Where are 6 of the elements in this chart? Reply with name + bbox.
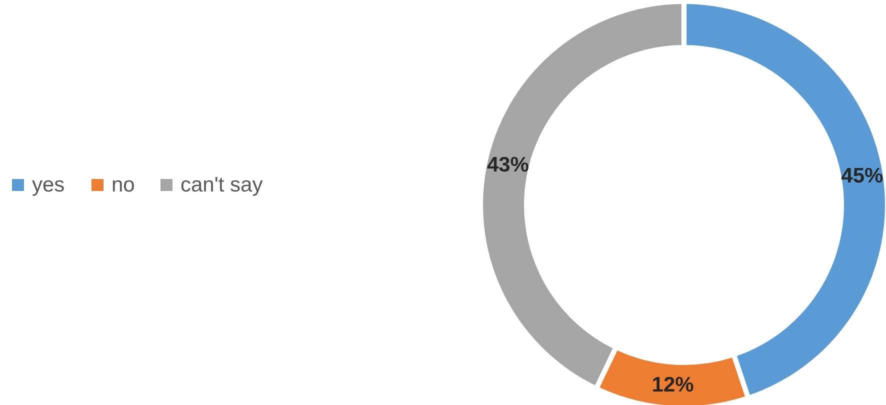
legend-label: can't say — [180, 174, 264, 196]
legend-label: no — [112, 174, 135, 196]
legend-label: yes — [32, 174, 65, 196]
data-label: 45% — [841, 164, 884, 188]
data-label: 43% — [486, 154, 530, 177]
data-label: 12% — [652, 374, 694, 397]
